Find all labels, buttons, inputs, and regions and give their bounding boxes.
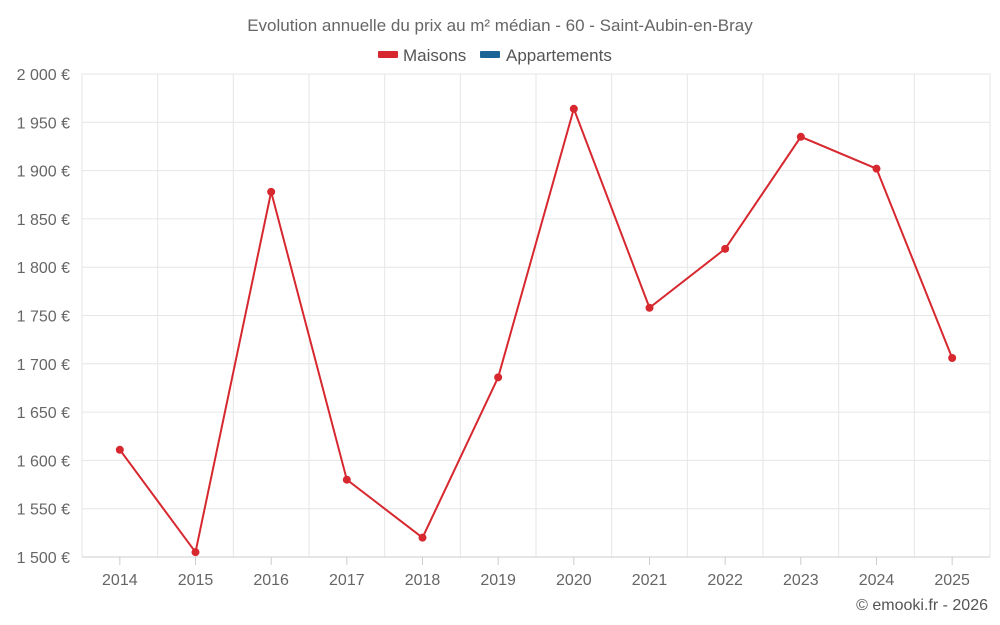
legend[interactable]: Maisons Appartements	[378, 46, 612, 65]
legend-swatch-maisons[interactable]	[378, 51, 398, 58]
x-tick-label: 2017	[329, 572, 365, 589]
x-tick-label: 2022	[707, 572, 743, 589]
data-point[interactable]	[872, 164, 881, 173]
legend-swatch-appartements[interactable]	[480, 51, 500, 58]
x-tick-label: 2020	[556, 572, 592, 589]
data-point[interactable]	[721, 244, 730, 253]
y-tick-label: 1 850 €	[17, 212, 70, 229]
x-tick-label: 2021	[632, 572, 668, 589]
data-point[interactable]	[342, 475, 351, 484]
x-tick-label: 2018	[405, 572, 441, 589]
legend-label-appartements[interactable]: Appartements	[506, 46, 612, 65]
series-maisons	[115, 104, 957, 557]
data-point[interactable]	[494, 373, 503, 382]
data-point[interactable]	[191, 548, 200, 557]
y-tick-label: 1 550 €	[17, 502, 70, 519]
x-axis-ticks: 2014 2015 2016 2017 2018 2019 2020 2021 2022 2023…	[102, 557, 970, 589]
y-axis-ticks: 1 500 € 1 550 € 1 600 € 1 650 € 1 700 € 1 750…	[17, 67, 70, 567]
y-tick-label: 1 600 €	[17, 453, 70, 470]
x-tick-label: 2014	[102, 572, 138, 589]
y-tick-label: 1 800 €	[17, 260, 70, 277]
y-tick-label: 1 700 €	[17, 357, 70, 374]
y-tick-label: 1 500 €	[17, 550, 70, 567]
data-point[interactable]	[569, 104, 578, 113]
data-point[interactable]	[645, 303, 654, 312]
y-tick-label: 1 950 €	[17, 115, 70, 132]
legend-label-maisons[interactable]: Maisons	[403, 46, 466, 65]
x-tick-label: 2025	[934, 572, 970, 589]
x-tick-label: 2016	[253, 572, 289, 589]
data-point[interactable]	[267, 187, 276, 196]
data-point[interactable]	[115, 445, 124, 454]
chart-title: Evolution annuelle du prix au m² médian …	[247, 16, 753, 35]
x-tick-label: 2024	[859, 572, 895, 589]
grid	[81, 73, 991, 557]
y-tick-label: 1 750 €	[17, 309, 70, 326]
credit-text: © emooki.fr - 2026	[856, 597, 988, 614]
data-point[interactable]	[796, 132, 805, 141]
data-point[interactable]	[948, 354, 957, 363]
y-tick-label: 2 000 €	[17, 67, 70, 84]
x-tick-label: 2023	[783, 572, 819, 589]
x-tick-label: 2015	[178, 572, 214, 589]
data-point[interactable]	[418, 533, 427, 542]
y-tick-label: 1 900 €	[17, 164, 70, 181]
y-tick-label: 1 650 €	[17, 405, 70, 422]
x-tick-label: 2019	[480, 572, 516, 589]
series-line-maisons	[119, 105, 954, 555]
